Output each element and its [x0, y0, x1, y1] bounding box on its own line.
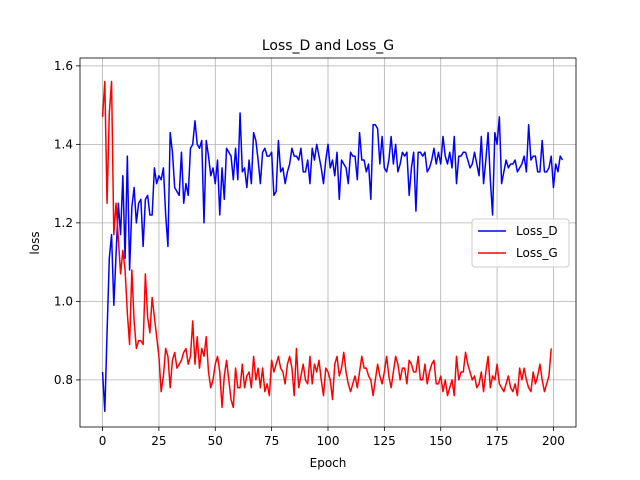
- x-tick-label: 0: [99, 434, 107, 448]
- y-tick-label: 1.2: [54, 216, 73, 230]
- legend: Loss_D Loss_G: [471, 218, 570, 268]
- series-line-loss-g: [101, 80, 552, 409]
- ticks: 0 25 50 75 100 125 150 175 200 0.8 1.0 1.2 1.4 1.6: [54, 59, 565, 448]
- y-axis-label: loss: [28, 231, 42, 254]
- legend-label: Loss_G: [516, 246, 558, 260]
- y-tick-label: 1.0: [54, 294, 73, 308]
- legend-label: Loss_D: [516, 224, 558, 238]
- x-tick-label: 25: [151, 434, 166, 448]
- x-tick-label: 150: [429, 434, 452, 448]
- x-tick-label: 125: [373, 434, 396, 448]
- series-group: [101, 80, 564, 413]
- y-tick-label: 1.4: [54, 137, 73, 151]
- x-tick-label: 75: [264, 434, 279, 448]
- y-tick-label: 1.6: [54, 59, 73, 73]
- x-tick-label: 50: [208, 434, 223, 448]
- series-line-loss-d: [101, 112, 564, 413]
- y-tick-label: 0.8: [54, 373, 73, 387]
- x-tick-label: 200: [542, 434, 565, 448]
- x-tick-label: 100: [317, 434, 340, 448]
- chart-title: Loss_D and Loss_G: [262, 38, 394, 54]
- x-axis-label: Epoch: [310, 456, 347, 470]
- grid: [80, 58, 576, 427]
- x-tick-label: 175: [486, 434, 509, 448]
